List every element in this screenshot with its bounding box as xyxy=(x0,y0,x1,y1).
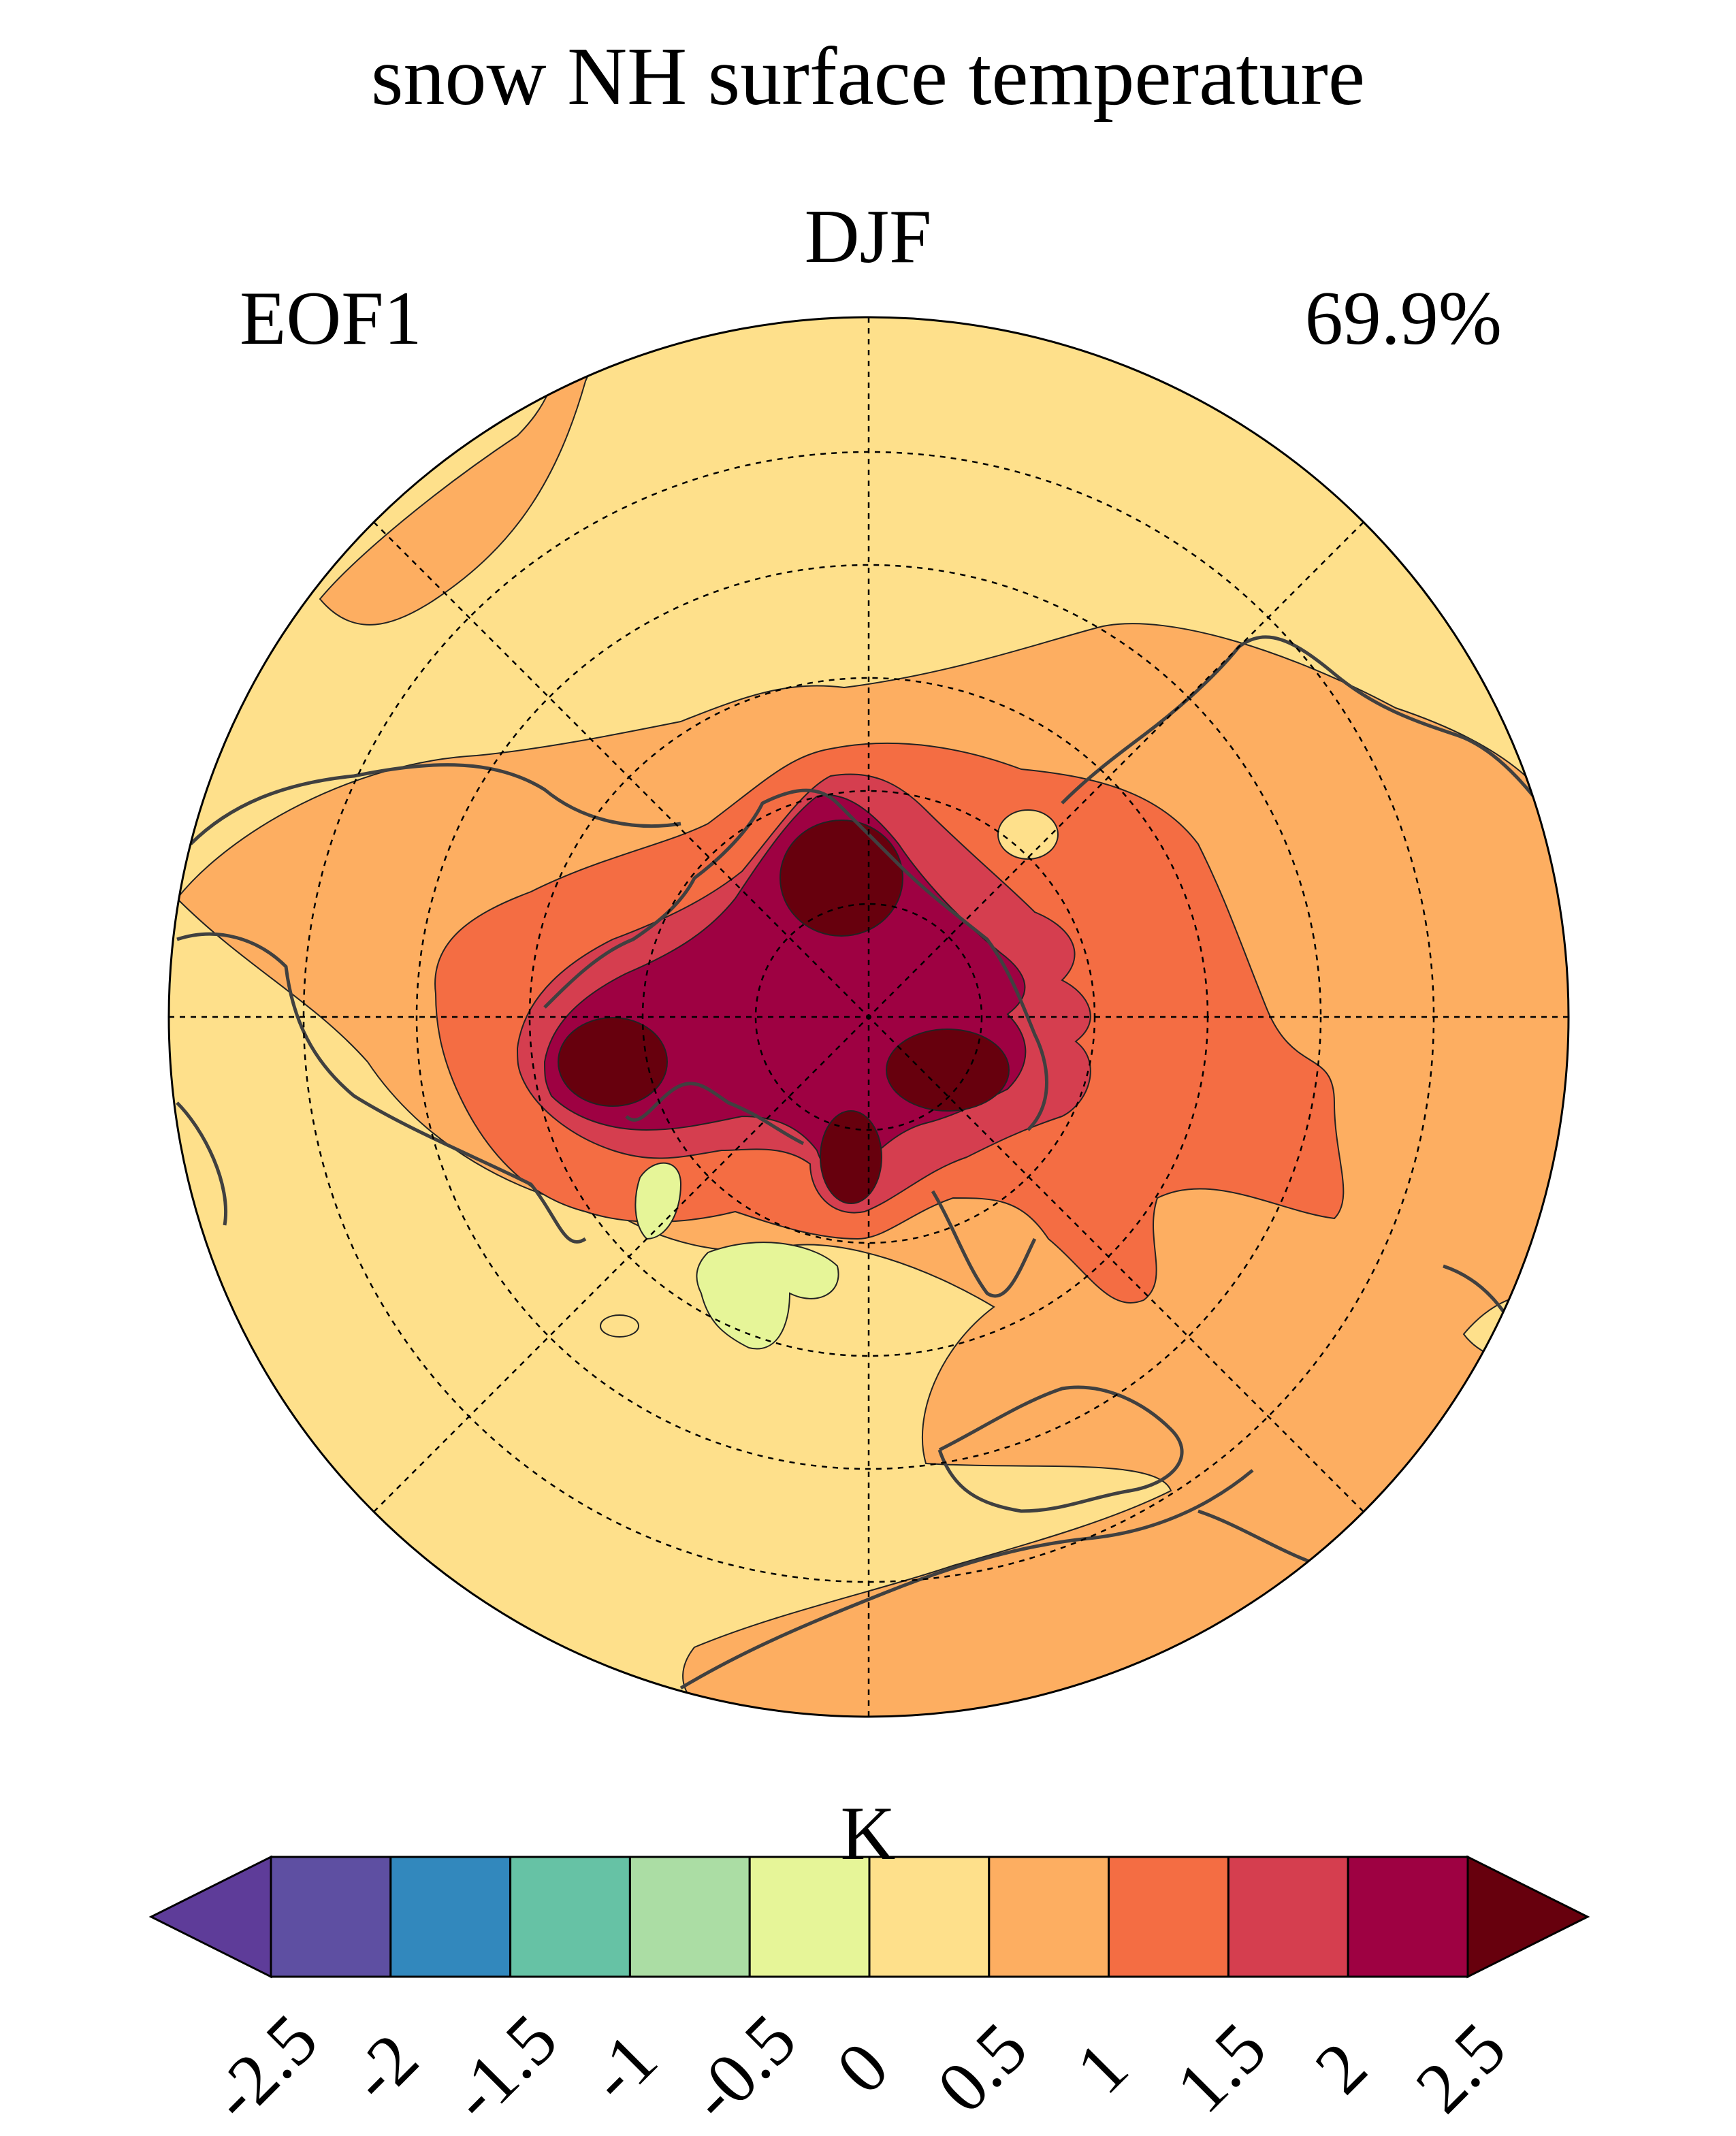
colorbar-bin xyxy=(1347,1856,1469,1978)
variance-explained-label: 69.9% xyxy=(1304,276,1502,361)
colorbar xyxy=(148,1855,1590,1979)
colorbar-bin xyxy=(389,1856,512,1978)
field-neg-north-atlantic xyxy=(696,1242,839,1350)
colorbar-bin xyxy=(628,1856,751,1978)
season-label: DJF xyxy=(804,195,932,279)
graticule xyxy=(169,317,1569,1717)
colorbar-unit-label: K xyxy=(840,1792,896,1876)
map-boundary xyxy=(167,316,1570,1718)
map-field xyxy=(169,317,1569,1717)
figure-title: snow NH surface temperature xyxy=(370,31,1365,123)
field-max-greenland xyxy=(558,1017,668,1107)
field-max-center-north xyxy=(779,820,903,937)
field-hole-alaska xyxy=(997,809,1059,860)
coastlines xyxy=(176,635,1568,1690)
colorbar-bin xyxy=(1108,1856,1229,1978)
colorbar-bin xyxy=(509,1856,631,1978)
colorbar-extend-high xyxy=(1466,1855,1590,1979)
field-patch-0.5-1-pacific-nw xyxy=(319,319,614,626)
colorbar-bin xyxy=(868,1856,991,1978)
colorbar-bin xyxy=(270,1856,392,1978)
field-max-barents xyxy=(820,1110,882,1204)
colorbar-extend-low xyxy=(148,1855,272,1979)
eof-mode-label: EOF1 xyxy=(240,276,422,361)
field-max-east-siberia xyxy=(886,1029,1010,1112)
field-neg-labrador xyxy=(634,1162,682,1240)
colorbar-bin xyxy=(988,1856,1110,1978)
field-blob-west xyxy=(600,1314,639,1338)
colorbar-bin xyxy=(1227,1856,1349,1978)
